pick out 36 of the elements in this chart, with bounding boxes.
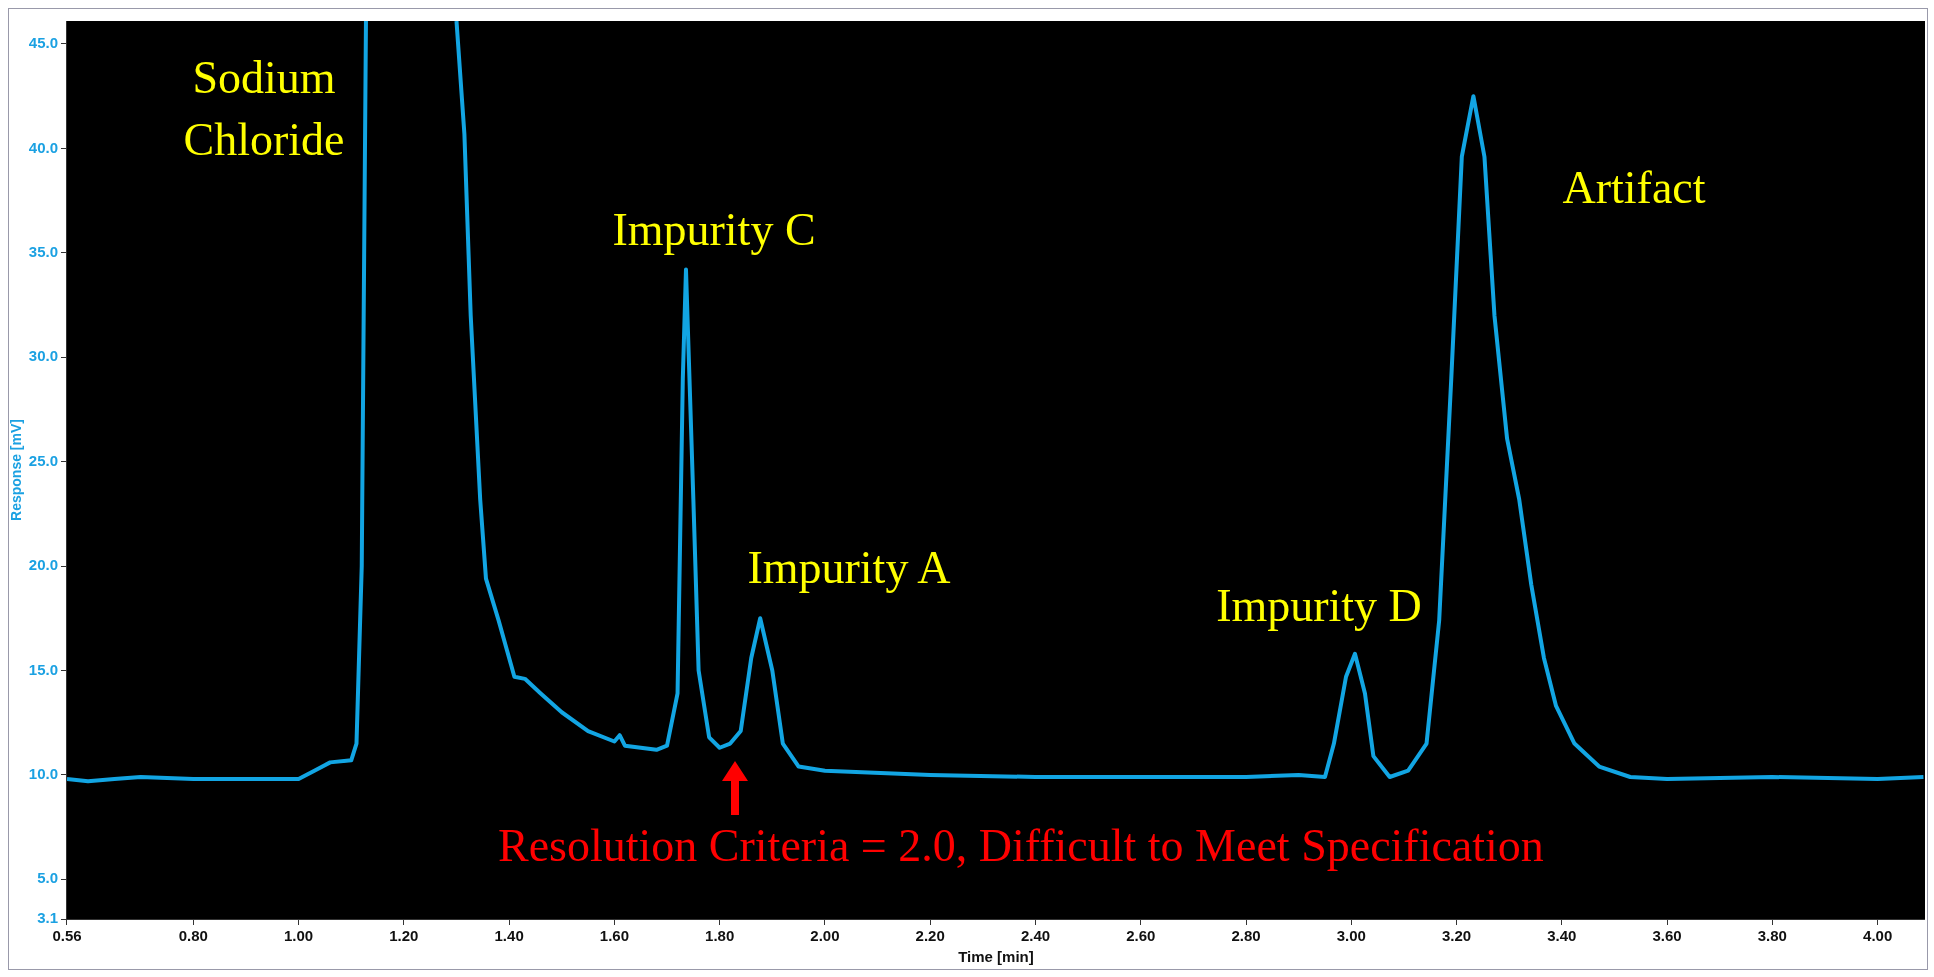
x-tick-label: 2.80 <box>1231 927 1261 945</box>
y-tick-label: 40.0 <box>28 138 58 156</box>
x-tick-label: 1.40 <box>494 927 524 945</box>
annotation: Impurity A <box>746 541 952 595</box>
y-tick-label: 10.0 <box>28 765 58 783</box>
y-tick-label: 20.0 <box>28 556 58 574</box>
x-tick-label: 1.60 <box>599 927 629 945</box>
x-tick-label: 2.60 <box>1126 927 1156 945</box>
x-tick-label: 0.80 <box>178 927 208 945</box>
x-tick-label: 4.00 <box>1863 927 1893 945</box>
y-tick-label: 15.0 <box>28 660 58 678</box>
x-tick-label: 2.00 <box>810 927 840 945</box>
x-tick-label: 1.80 <box>705 927 735 945</box>
x-tick-label: 3.60 <box>1652 927 1682 945</box>
x-tick-label: 3.20 <box>1441 927 1472 945</box>
x-tick-label: 3.80 <box>1757 927 1787 945</box>
x-tick-label: 2.40 <box>1020 927 1051 945</box>
x-tick-label: 1.20 <box>389 927 419 945</box>
x-tick-label: 3.00 <box>1336 927 1366 945</box>
x-axis-title: Time [min] <box>958 948 1034 966</box>
x-tick-label: 1.00 <box>283 927 314 945</box>
y-tick-label: 3.1 <box>37 909 58 927</box>
y-tick-label: 35.0 <box>28 242 58 260</box>
annotation: Artifact <box>1561 161 1707 215</box>
y-axis-title: Response [mV] <box>8 419 25 521</box>
x-tick-label: 2.20 <box>915 927 945 945</box>
y-tick-label: 25.0 <box>28 451 58 469</box>
y-tick-label: 5.0 <box>37 869 58 887</box>
annotation: Sodium Chloride <box>182 51 346 167</box>
annotation: Impurity D <box>1215 579 1423 633</box>
x-tick-label: 0.56 <box>52 927 82 945</box>
annotation: Resolution Criteria = 2.0, Difficult to Meet Specification <box>498 819 1545 873</box>
y-tick-label: 45.0 <box>28 34 58 52</box>
annotation: Impurity C <box>611 203 817 257</box>
x-tick-label: 3.40 <box>1547 927 1577 945</box>
y-tick-label: 30.0 <box>28 347 58 365</box>
